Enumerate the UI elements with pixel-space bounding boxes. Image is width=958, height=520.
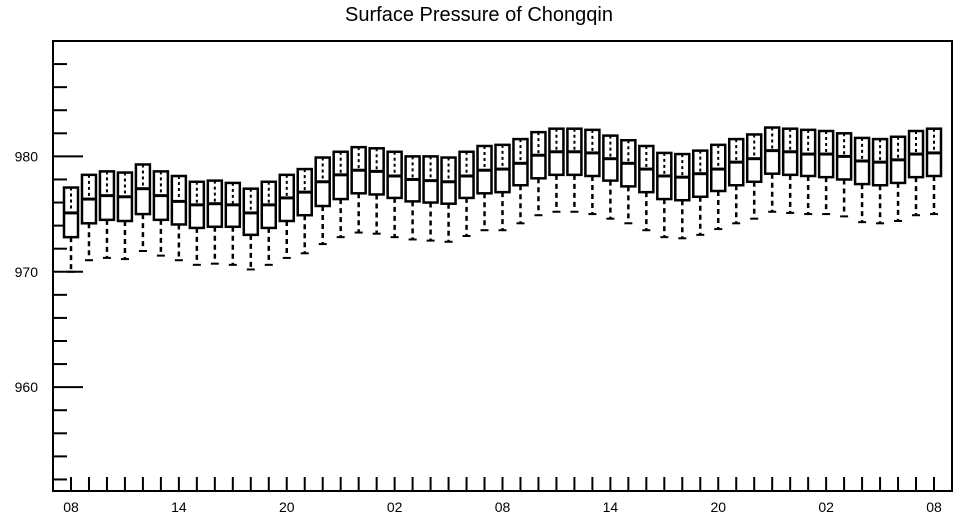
box (656, 151, 673, 239)
box (584, 128, 601, 216)
box (98, 170, 116, 259)
box (350, 145, 367, 234)
box (476, 144, 493, 232)
x-tick-label: 20 (710, 499, 726, 515)
box (710, 143, 727, 231)
x-tick-label: 14 (171, 499, 187, 515)
box (907, 129, 925, 217)
box (296, 167, 313, 255)
box (386, 150, 403, 239)
x-tick-label: 08 (63, 499, 79, 515)
box (458, 150, 475, 237)
box (80, 173, 98, 262)
box (925, 127, 943, 216)
y-tick-label: 970 (15, 264, 39, 280)
box (332, 150, 349, 239)
box (727, 137, 745, 225)
box (530, 130, 547, 217)
box (404, 155, 421, 241)
box (548, 127, 565, 213)
box (853, 136, 871, 224)
x-tick-label: 08 (495, 499, 511, 515)
box (638, 144, 655, 232)
box (116, 171, 134, 261)
box (817, 129, 835, 216)
box (368, 147, 385, 235)
y-tick-label: 980 (15, 148, 39, 164)
box (763, 126, 781, 213)
box (799, 128, 817, 216)
y-tick-label: 960 (15, 379, 39, 395)
box (781, 127, 799, 214)
box (224, 181, 242, 266)
box (566, 127, 583, 213)
box (602, 134, 619, 220)
box (134, 163, 152, 252)
box (152, 170, 170, 257)
box (170, 174, 188, 262)
box (620, 138, 637, 225)
x-tick-label: 20 (279, 499, 295, 515)
box (422, 155, 439, 242)
x-axis: 08 14 20 02 08 14 20 02 08 (63, 477, 942, 515)
x-tick-label: 02 (818, 499, 834, 515)
y-axis: 960 970 980 (15, 40, 83, 481)
box (674, 152, 691, 240)
boxes (62, 126, 943, 273)
box (512, 137, 529, 225)
x-tick-label: 02 (387, 499, 403, 515)
box (692, 149, 709, 236)
box (242, 187, 260, 271)
box (494, 143, 511, 232)
box (278, 173, 295, 259)
plot-frame (52, 40, 953, 492)
box (440, 156, 457, 243)
box (889, 135, 907, 222)
x-tick-label: 14 (603, 499, 619, 515)
box (62, 186, 80, 273)
box (188, 180, 206, 266)
box (314, 156, 331, 246)
box (206, 179, 224, 265)
chart-title: Surface Pressure of Chongqin (345, 4, 613, 26)
box (260, 180, 278, 266)
box (745, 133, 763, 220)
box (871, 137, 889, 225)
box (835, 132, 853, 218)
x-tick-label: 08 (926, 499, 942, 515)
